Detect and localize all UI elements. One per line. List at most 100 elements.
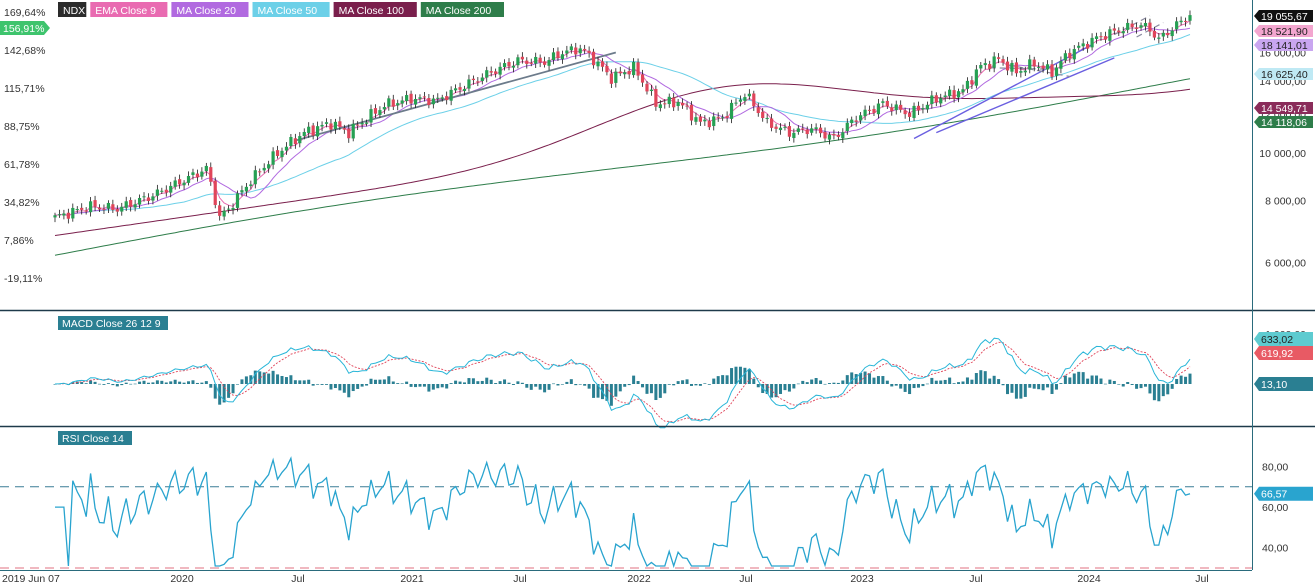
macd-hist-bar	[952, 383, 956, 384]
time-tick-label: 2019 Jun 07	[2, 573, 60, 585]
candle	[84, 210, 88, 212]
macd-hist-bar	[894, 384, 898, 386]
macd-hist-bar	[1001, 384, 1005, 386]
candle	[498, 66, 502, 75]
macd-hist-bar	[1143, 384, 1147, 387]
candle	[186, 176, 191, 183]
candle	[160, 190, 164, 192]
candle	[587, 50, 591, 53]
candle	[182, 182, 186, 186]
candle	[1121, 31, 1125, 34]
macd-hist-bar	[351, 384, 355, 392]
macd-hist-bar	[142, 380, 146, 384]
legend-label: EMA Close 9	[95, 5, 156, 17]
candle	[1010, 62, 1014, 72]
candle	[1148, 22, 1152, 32]
macd-hist-bar	[632, 375, 636, 384]
macd-hist-bar	[988, 378, 992, 384]
legend-item[interactable]	[90, 2, 168, 17]
macd-hist-bar	[93, 381, 97, 384]
macd-hist-bar	[115, 384, 119, 387]
candle	[142, 196, 146, 198]
macd-hist-bar	[258, 371, 262, 384]
macd-hist-bar	[1126, 381, 1130, 384]
candle	[316, 126, 320, 137]
candle	[169, 185, 173, 193]
legend-item[interactable]	[333, 2, 417, 17]
candle	[765, 117, 769, 119]
candle	[1090, 37, 1094, 48]
candle	[387, 98, 391, 107]
candle	[53, 215, 57, 218]
macd-hist-bar	[912, 384, 916, 389]
macd-hist-bar	[609, 384, 613, 406]
candle	[583, 48, 587, 51]
macd-hist-bar	[525, 384, 529, 388]
macd-hist-bar	[1014, 384, 1018, 399]
candle	[1157, 37, 1161, 39]
macd-hist-bar	[1103, 383, 1107, 385]
macd-hist-bar	[325, 384, 329, 385]
macd-hist-bar	[1050, 384, 1054, 394]
legend-item[interactable]	[420, 2, 504, 17]
macd-hist-bar	[1081, 372, 1085, 384]
candle	[672, 97, 676, 108]
macd-hist-bar	[930, 377, 934, 384]
candle	[912, 105, 916, 118]
macd-hist-bar	[743, 367, 747, 384]
candle	[899, 104, 903, 110]
macd-hist-bar	[676, 381, 680, 384]
macd-hist-bar	[418, 384, 422, 387]
macd-hist-bar	[1099, 378, 1103, 384]
macd-hist-bar	[280, 376, 284, 384]
macd-hist-bar	[1157, 384, 1161, 402]
legend-item[interactable]	[252, 2, 330, 17]
candle	[836, 134, 840, 137]
macd-hist-bar	[689, 384, 693, 386]
candle	[275, 150, 280, 156]
candle	[1005, 61, 1010, 71]
macd-hist-bar	[209, 384, 213, 388]
candle	[676, 102, 680, 106]
macd-hist-bar	[347, 384, 351, 398]
candle	[663, 103, 667, 105]
candle	[903, 110, 907, 115]
time-tick-label: Jul	[969, 573, 982, 585]
macd-hist-bar	[899, 384, 903, 389]
percent-last-tag	[0, 21, 50, 35]
candle	[458, 87, 462, 90]
macd-hist-bar	[672, 384, 676, 386]
legend-label: NDX	[63, 5, 85, 17]
macd-hist-bar	[681, 380, 685, 384]
candle	[89, 201, 93, 213]
macd-hist-bar	[485, 377, 489, 384]
candle	[289, 137, 293, 146]
macd-hist-bar	[80, 382, 84, 384]
percent-tick-label: 142,68%	[4, 45, 45, 57]
macd-hist-bar	[623, 384, 627, 387]
legend-item[interactable]	[171, 2, 249, 17]
macd-hist-bar	[1188, 373, 1192, 384]
macd-hist-bar	[191, 380, 195, 384]
candle	[338, 121, 342, 127]
candle	[1077, 45, 1081, 48]
macd-hist-bar	[1130, 384, 1134, 385]
macd-hist-bar	[133, 383, 137, 385]
candle	[173, 180, 177, 187]
candle	[120, 206, 124, 212]
macd-hist-bar	[868, 373, 872, 384]
time-tick-label: 2020	[170, 573, 194, 585]
legend-item[interactable]	[58, 2, 87, 17]
candle	[66, 212, 70, 219]
candle	[930, 95, 934, 104]
macd-hist-bar	[979, 370, 983, 384]
candle	[155, 189, 159, 196]
macd-hist-bar	[618, 384, 622, 392]
candle	[801, 128, 805, 130]
candle	[1054, 67, 1059, 76]
macd-hist-bar	[164, 382, 168, 384]
macd-hist-bar	[574, 384, 578, 386]
candle	[356, 124, 360, 126]
price-last-tag	[1254, 39, 1313, 51]
